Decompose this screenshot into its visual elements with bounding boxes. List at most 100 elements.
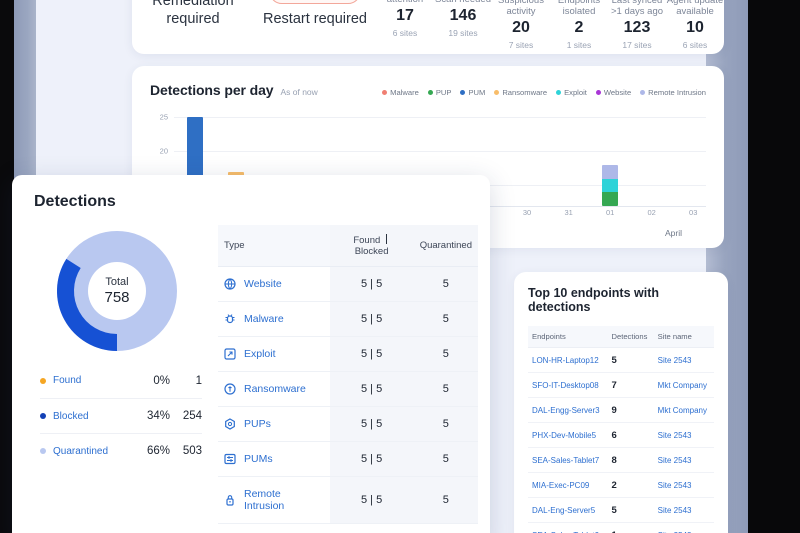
col-found-blocked[interactable]: Found Blocked — [329, 225, 414, 267]
detection-type-cell[interactable]: Ransomware — [218, 371, 330, 407]
chart-month-label: April — [664, 228, 682, 238]
legend-item-pup[interactable]: PUP — [427, 88, 451, 97]
found-value: 5 — [361, 383, 368, 395]
top10-col-site[interactable]: Site name — [653, 326, 714, 348]
right-dark-margin — [748, 0, 800, 533]
top10-row[interactable]: SEA-Salas-Tablet91Site 2543 — [528, 522, 714, 533]
legend-item-website[interactable]: Website — [595, 88, 631, 97]
endpoint-detections: 2 — [607, 472, 654, 498]
detection-legend-row-quarantined[interactable]: Quarantined 66% 503 — [40, 433, 202, 468]
kpi-sites: 6 sites — [392, 28, 418, 38]
blocked-value: 5 — [376, 313, 383, 325]
endpoint-detections: 9 — [607, 397, 654, 423]
col-quarantined[interactable]: Quarantined — [413, 225, 478, 267]
blocked-value: 5 — [376, 494, 383, 506]
endpoint-name[interactable]: SEA-Sales-Tablet7 — [528, 447, 608, 473]
blocked-value: 5 — [376, 418, 383, 430]
detection-legend-row-found[interactable]: Found 0% 1 — [40, 363, 202, 398]
legend-label: Remote Intrusion — [648, 88, 706, 97]
kpi-caption: Suspicious activity — [498, 0, 544, 17]
kpi-last-synced[interactable]: Last synced >1 days ago 123 17 sites — [608, 0, 666, 54]
detection-type-cell[interactable]: PUPs — [218, 406, 330, 442]
legend-color-dot — [640, 90, 646, 95]
chart-header: Detections per day As of now Malware PUP P… — [150, 82, 706, 98]
col-type[interactable]: Type — [218, 225, 330, 267]
endpoint-name[interactable]: DAL-Eng-Server5 — [528, 497, 608, 523]
kpi-caption: Agent update available — [666, 0, 724, 17]
detection-type-cell[interactable]: Malware — [218, 301, 330, 337]
kpi-needs-attention[interactable]: Needs attention 17 6 sites — [376, 0, 434, 54]
top10-row[interactable]: SFO-IT-Desktop08 7 Mkt Company — [528, 372, 714, 398]
detection-type-cell[interactable]: Remote Intrusion — [218, 476, 330, 524]
top10-row[interactable]: LON-HR-Laptop12 5 Site 2543 — [528, 347, 714, 373]
detection-type-label: PUMs — [244, 453, 273, 465]
legend-item-remote-intrusion[interactable]: Remote Intrusion — [640, 88, 706, 97]
detection-type-label: Malware — [244, 313, 284, 325]
kpi-endpoints-isolated[interactable]: Endpoints isolated 2 1 sites — [550, 0, 608, 54]
kpi-sites: 17 sites — [622, 40, 652, 50]
top10-col-detections[interactable]: Detections — [607, 326, 654, 348]
chart-bar[interactable] — [602, 164, 619, 206]
endpoint-site[interactable]: Site 2543 — [653, 472, 714, 498]
endpoint-name[interactable]: SFO-IT-Desktop08 — [528, 372, 608, 398]
found-value: 5 — [361, 348, 368, 360]
legend-item-ransomware[interactable]: Ransomware — [494, 88, 547, 97]
endpoint-site[interactable]: Site 2543 — [653, 447, 714, 473]
kpi-agent-update[interactable]: Agent update available 10 6 sites — [666, 0, 724, 54]
donut-center-text: Total 758 — [104, 276, 129, 306]
endpoint-name[interactable]: MIA-Exec-PC09 — [528, 472, 608, 498]
endpoint-name[interactable]: PHX-Dev-Mobile5 — [528, 422, 608, 448]
legend-item-malware[interactable]: Malware — [382, 88, 419, 97]
remediation-required-tile[interactable]: Remediation required — [132, 0, 254, 54]
detections-header-row: Type Found Blocked Quarantined — [218, 225, 478, 267]
top10-col-endpoints[interactable]: Endpoints — [528, 326, 608, 348]
endpoint-site[interactable]: Site 2543 — [653, 422, 714, 448]
detection-type-cell[interactable]: Website — [218, 266, 330, 302]
top10-row[interactable]: SEA-Sales-Tablet7 8 Site 2543 — [528, 447, 714, 473]
detection-type-label: Website — [244, 278, 282, 290]
top10-row[interactable]: PHX-Dev-Mobile5 6 Site 2543 — [528, 422, 714, 448]
endpoint-name[interactable]: SEA-Salas-Tablet9 — [528, 522, 608, 533]
endpoint-name[interactable]: LON-HR-Laptop12 — [528, 347, 608, 373]
donut-blocked-slice — [57, 258, 118, 351]
legend-color-dot — [382, 90, 388, 95]
col-blocked-label: Blocked — [354, 246, 389, 257]
restart-required-tile[interactable]: Restart required — [254, 0, 376, 54]
legend-color-dot — [40, 448, 46, 454]
legend-item-exploit[interactable]: Exploit — [556, 88, 587, 97]
detections-donut-chart[interactable]: Total 758 — [45, 229, 189, 353]
detection-type-cell[interactable]: Exploit — [218, 336, 330, 372]
endpoint-site[interactable]: Site 2543 — [653, 347, 714, 373]
bar-segment-exploit — [602, 178, 619, 193]
top10-table: Endpoints Detections Site name LON-HR-La… — [528, 326, 714, 533]
legend-percent: 34% — [146, 410, 170, 422]
detection-legend-row-blocked[interactable]: Blocked 34% 254 — [40, 398, 202, 433]
y-tick-label: 20 — [159, 146, 168, 156]
detection-type-cell[interactable]: PUMs — [218, 441, 330, 477]
kpi-caption: Needs attention — [376, 0, 434, 5]
endpoint-site[interactable]: Site 2543 — [653, 522, 714, 533]
endpoint-site[interactable]: Mkt Company — [653, 372, 714, 398]
kpi-suspicious-activity[interactable]: Suspicious activity 20 7 sites — [492, 0, 550, 54]
kpi-scan-needed[interactable]: Scan needed 146 19 sites — [434, 0, 492, 54]
top10-row[interactable]: DAL-Engg-Server3 9 Mkt Company — [528, 397, 714, 423]
endpoint-site[interactable]: Site 2543 — [653, 497, 714, 523]
x-tick-label: 03 — [689, 208, 698, 217]
top10-row[interactable]: MIA-Exec-PC09 2 Site 2543 — [528, 472, 714, 498]
endpoint-name[interactable]: DAL-Engg-Server3 — [528, 397, 608, 423]
endpoint-site[interactable]: Mkt Company — [653, 397, 714, 423]
legend-item-pum[interactable]: PUM — [460, 88, 485, 97]
detection-type-label: Exploit — [244, 348, 276, 360]
legend-label: PUM — [468, 88, 486, 97]
quarantined-cell: 5 — [413, 476, 478, 524]
blocked-value: 5 — [376, 278, 383, 290]
top10-row[interactable]: DAL-Eng-Server5 5 Site 2543 — [528, 497, 714, 523]
found-blocked-cell: 5 | 5 — [329, 476, 414, 524]
